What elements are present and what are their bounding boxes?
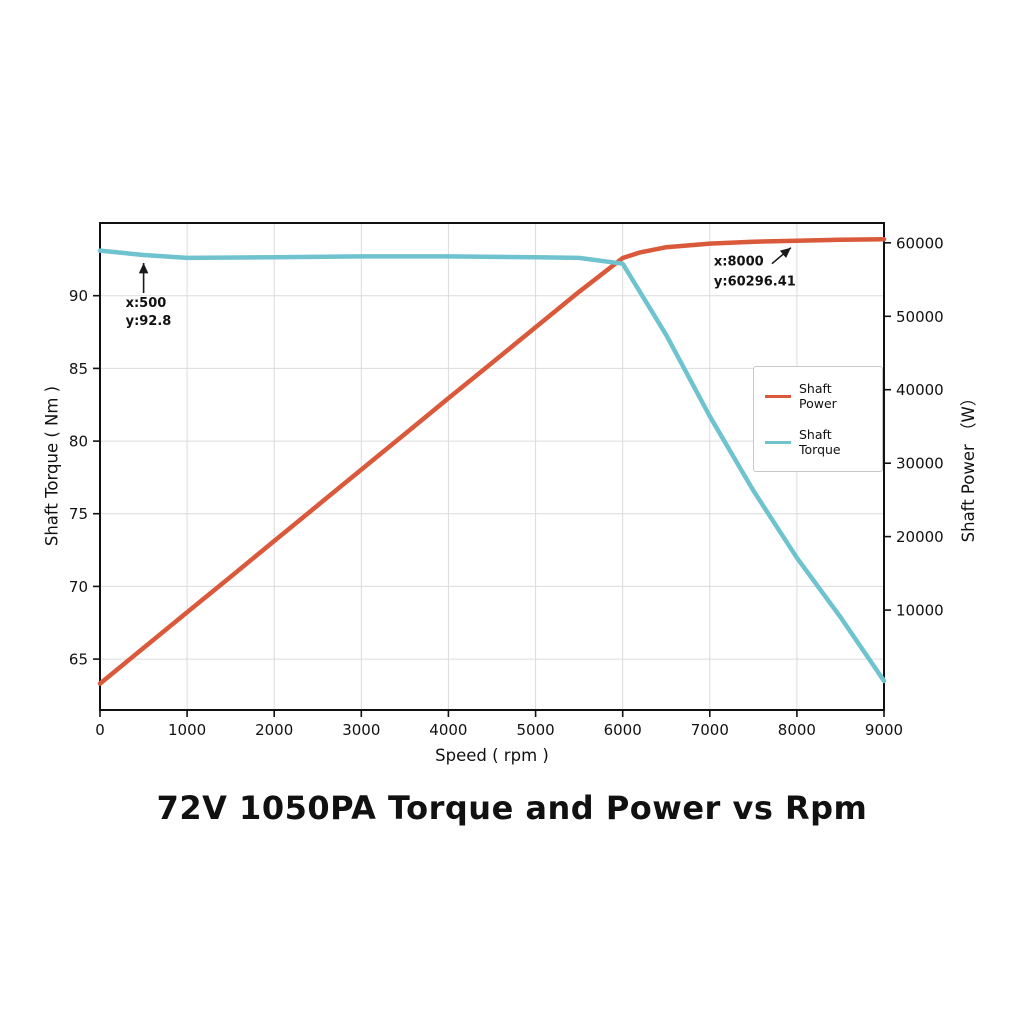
torque-tick-label: 90 [69,287,88,305]
legend-line-swatch [765,394,791,398]
x-tick-label: 3000 [342,721,380,739]
annotation-text: x:8000 [714,255,764,270]
legend-label: Shaft Power [799,381,837,411]
legend-entry-shaft-torque: Shaft Torque [765,427,871,457]
x-tick-label: 9000 [865,721,903,739]
series-line-shaft-torque [97,248,887,684]
annotation-text: x:500 [126,296,167,311]
series-line-shaft-power [97,236,887,686]
y-axis-label-power: Shaft Power （W） [959,389,978,543]
x-tick-label: 8000 [778,721,816,739]
x-tick-label: 2000 [255,721,293,739]
annotation-text: y:92.8 [126,314,172,329]
power-tick-label: 40000 [896,381,944,399]
torque-tick-label: 65 [69,651,88,669]
x-tick-label: 7000 [691,721,729,739]
annotation-arrow [771,247,792,265]
x-tick-label: 0 [95,721,105,739]
plot-border [99,222,885,711]
power-tick-label: 50000 [896,308,944,326]
torque-tick-label: 80 [69,433,88,451]
power-tick-label: 20000 [896,528,944,546]
x-axis-label: Speed ( rpm ) [435,746,549,765]
torque-tick-label: 70 [69,578,88,596]
power-tick-label: 10000 [896,602,944,620]
legend-entry-shaft-power: Shaft Power [765,381,871,411]
x-tick-label: 1000 [168,721,206,739]
torque-tick-label: 75 [69,505,88,523]
chart-title: 72V 1050PA Torque and Power vs Rpm [156,789,868,827]
legend-line-swatch [765,440,791,444]
x-tick-label: 5000 [517,721,555,739]
torque-tick-label: 85 [69,360,88,378]
legend-label: Shaft Torque [799,427,841,457]
power-tick-label: 60000 [896,234,944,252]
legend: Shaft Power Shaft Torque [753,366,883,472]
x-tick-label: 4000 [429,721,467,739]
annotation-text: y:60296.41 [714,275,796,290]
power-tick-label: 30000 [896,455,944,473]
y-axis-label-torque: Shaft Torque ( Nm ) [42,385,62,547]
x-tick-label: 6000 [604,721,642,739]
